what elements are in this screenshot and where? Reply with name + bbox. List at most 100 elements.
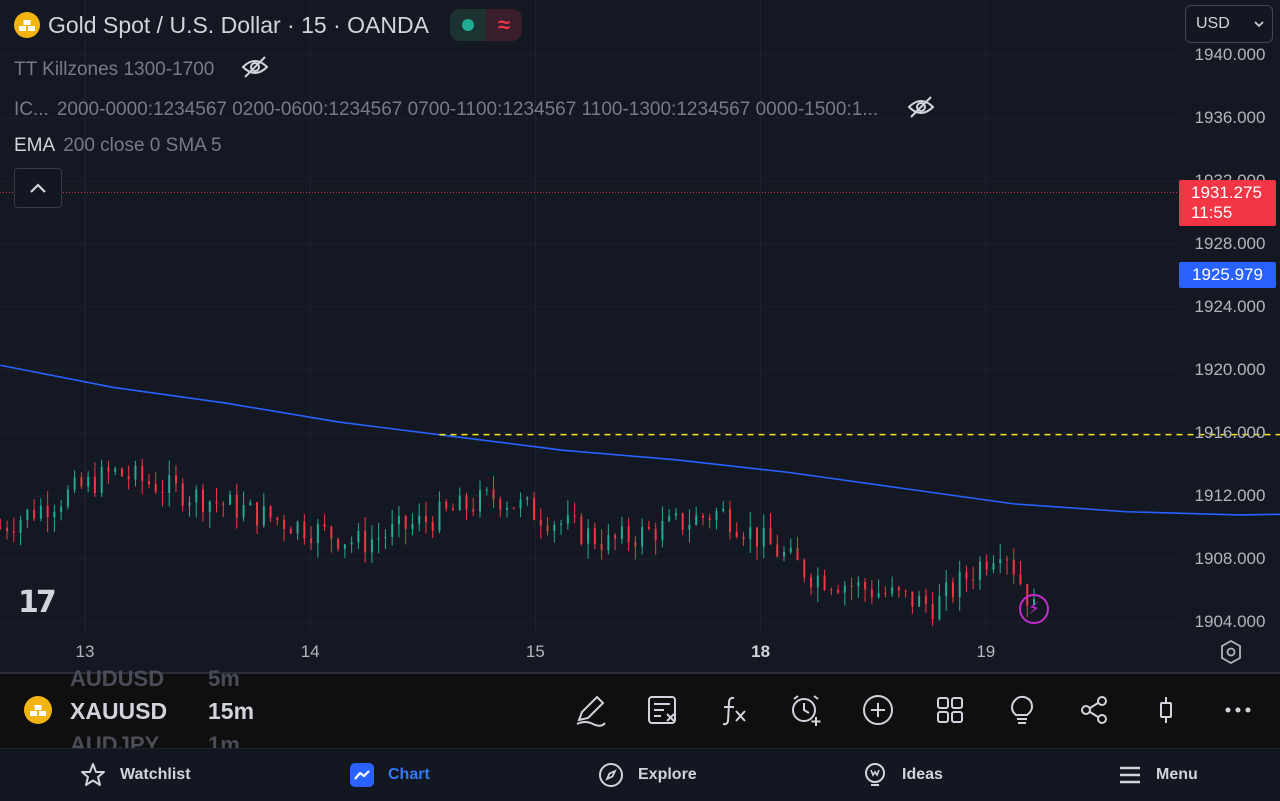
nav-label: Menu (1156, 766, 1198, 783)
candle-body (438, 501, 441, 531)
template-icon[interactable] (642, 690, 682, 730)
candle-body (289, 528, 292, 534)
candle-body (749, 527, 752, 540)
indicator-legend-killzones[interactable]: TT Killzones 1300-1700 (14, 55, 270, 85)
candle-body (33, 509, 36, 519)
candle-body (147, 480, 150, 485)
candle-body (384, 536, 387, 539)
indicator-name: IC... (14, 99, 49, 120)
candle-body (1005, 559, 1008, 561)
candle-body (587, 528, 590, 544)
candle-body (249, 502, 252, 506)
symbol-picker[interactable]: XAUUSD (70, 698, 168, 724)
candle-body (1012, 559, 1015, 575)
candle-body (776, 544, 779, 557)
add-circle-icon[interactable] (858, 690, 898, 730)
candle-body (0, 527, 2, 529)
candle-body (668, 515, 671, 521)
time-tick-label: 14 (300, 642, 320, 661)
eye-hidden-icon[interactable] (240, 55, 270, 85)
candle-body (546, 525, 549, 532)
candle-body (208, 501, 211, 513)
candle-body (789, 547, 792, 553)
price-tick-label: 1928.000 (1194, 234, 1266, 253)
candle-body (674, 513, 677, 516)
candle-body (512, 507, 515, 509)
candle-body (837, 590, 840, 593)
candle-body (391, 524, 394, 537)
candle-body (506, 507, 509, 510)
candle-body (830, 589, 833, 591)
chart-pane[interactable]: Gold Spot / U.S. Dollar · 15 · OANDA ≈ T… (0, 0, 1280, 672)
share-icon[interactable] (1074, 690, 1114, 730)
candle-body (370, 539, 373, 553)
more-dots-icon[interactable] (1218, 690, 1258, 730)
symbol-header[interactable]: Gold Spot / U.S. Dollar · 15 · OANDA (14, 8, 429, 42)
nav-watchlist[interactable]: Watchlist (80, 760, 191, 790)
price-tick-label: 1904.000 (1194, 612, 1266, 631)
nav-explore[interactable]: Explore (598, 760, 697, 790)
candle-body (607, 535, 610, 551)
nav-chart[interactable]: Chart (350, 760, 430, 790)
candle-body (647, 526, 650, 529)
candle-body (39, 505, 42, 519)
candle-body (451, 508, 454, 511)
indicator-legend-ic[interactable]: IC... 2000-0000:1234567 0200-0600:123456… (14, 95, 936, 125)
candle-body (1019, 574, 1022, 584)
nav-menu[interactable]: Menu (1118, 760, 1198, 790)
indicator-fx-icon[interactable] (714, 690, 754, 730)
ideas-bulb-icon[interactable] (1002, 690, 1042, 730)
candle-body (465, 495, 468, 510)
candle-body (154, 484, 157, 493)
price-tick-label: 1912.000 (1194, 486, 1266, 505)
last-price-value: 1931.275 (1191, 183, 1262, 202)
candle-body (972, 579, 975, 581)
candle-body (364, 531, 367, 553)
candle-body (12, 531, 15, 533)
nav-ideas[interactable]: Ideas (862, 760, 943, 790)
candle-body (161, 492, 164, 494)
draw-icon[interactable] (570, 690, 610, 730)
candle-body (323, 524, 326, 527)
candle-body (641, 526, 644, 547)
layout-grid-icon[interactable] (930, 690, 970, 730)
price-chart[interactable] (0, 0, 1280, 672)
candle-body (627, 526, 630, 543)
candle-body (202, 489, 205, 513)
price-tick-label: 1940.000 (1194, 45, 1266, 64)
candle-body (918, 595, 921, 607)
lightning-icon[interactable]: ⚡ (1019, 594, 1049, 624)
settings-gear-icon[interactable] (1218, 639, 1244, 665)
candle-body (445, 501, 448, 509)
chevron-down-icon (1254, 20, 1264, 27)
candle-body (891, 587, 894, 594)
candle-body (424, 515, 427, 522)
market-status[interactable]: ≈ (450, 9, 522, 41)
tradingview-logo[interactable]: 17 (18, 585, 57, 620)
candle-body (553, 524, 556, 532)
candle-body (945, 582, 948, 597)
candle-body (533, 497, 536, 520)
indicator-legend-ema[interactable]: EMA 200 close 0 SMA 5 (14, 135, 222, 157)
candle-body (377, 538, 380, 540)
candle-body (810, 577, 813, 588)
candle-body (472, 509, 475, 512)
nav-label: Explore (638, 766, 697, 783)
candle-body (337, 538, 340, 549)
candle-body (816, 575, 819, 588)
candle-type-icon[interactable] (1146, 690, 1186, 730)
candle-body (195, 489, 198, 503)
eye-hidden-icon[interactable] (906, 95, 936, 125)
candle-body (215, 501, 218, 504)
collapse-legend-button[interactable] (14, 168, 62, 208)
candle-body (600, 543, 603, 551)
candle-body (870, 589, 873, 598)
candle-body (431, 522, 434, 531)
gold-bars-icon (14, 12, 40, 38)
nav-label: Chart (388, 766, 430, 783)
alert-clock-icon[interactable] (786, 690, 826, 730)
interval-picker[interactable]: 15m (208, 698, 255, 724)
currency-select[interactable]: USD (1185, 5, 1273, 43)
price-tick-label: 1924.000 (1194, 297, 1266, 316)
nav-label: Watchlist (120, 766, 191, 783)
